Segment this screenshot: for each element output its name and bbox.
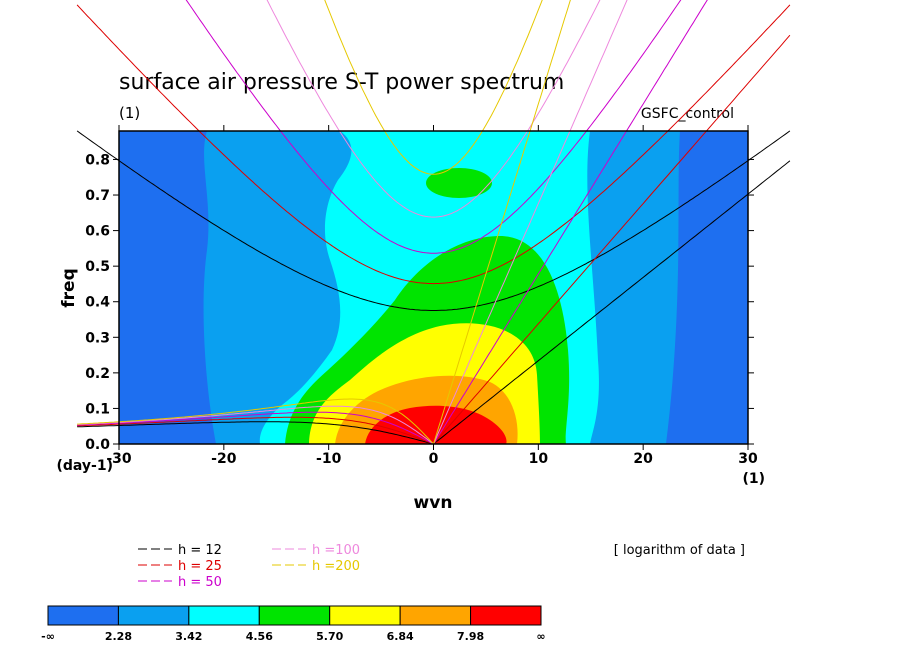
chart-title: surface air pressure S-T power spectrum [119,70,564,95]
contour-field [119,131,748,444]
dispersion-curve-h50 [185,0,682,254]
y-tick-label: 0.7 [85,188,110,204]
x-tick-label: -30 [106,451,132,467]
dispersion-curve-h100 [433,0,628,444]
x-tick-label: -10 [316,451,342,467]
dispersion-curve-h100 [77,405,434,444]
dispersion-curves [76,0,791,444]
legend-label: h =100 [312,543,360,558]
log-note: [ logarithm of data ] [614,543,745,558]
colorbar-label: -∞ [41,630,55,643]
legend-label: h = 12 [178,543,222,558]
colorbar-swatch [329,605,401,626]
y-tick-label: 0.0 [85,437,110,453]
colorbar-label: 4.56 [246,630,273,643]
dispersion-curve-h200 [324,0,543,175]
dispersion-curve-h50 [433,0,708,444]
x-tick-label: 20 [633,451,653,467]
contour-level-4-island [426,168,492,198]
dispersion-curve-h12 [433,160,791,444]
y-tick-label: 0.8 [85,152,110,168]
legend-label: h = 25 [178,559,222,574]
legend-label: h =200 [312,559,360,574]
dataset-label: GSFC_control [641,106,734,122]
y-axis-title: freq [59,268,79,307]
units-label: (1) [119,104,140,122]
y-axis-units: (day-1) [56,458,113,474]
colorbar-swatch [47,605,119,626]
colorbar-swatch [399,605,472,626]
x-tick-label: -20 [211,451,237,467]
dispersion-curve-h25 [433,34,791,444]
y-tick-label: 0.1 [85,401,110,417]
x-tick-label: 0 [429,451,439,467]
colorbar-swatch [258,605,331,626]
y-tick-label: 0.4 [85,295,110,311]
colorbar-swatch [117,605,190,626]
axes: -30 -20 -10 0 10 20 30 0.0 0.1 0.2 0.3 0.4 0.5 0.6 0.7… [85,125,758,467]
y-tick-label: 0.5 [85,259,110,275]
colorbar: -∞ 2.28 3.42 4.56 5.70 6.84 7.98 ∞ [41,605,546,643]
dispersion-curve-h200 [77,398,434,444]
colorbar-swatch [470,605,542,626]
x-tick-label: 10 [529,451,549,467]
colorbar-swatch [188,605,260,626]
x-axis-units: (1) [742,471,765,487]
contour-level-7 [365,405,507,444]
dispersion-curve-h200 [433,0,571,444]
colorbar-label: 6.84 [387,630,414,643]
dispersion-curve-h12 [76,130,791,311]
dispersion-curve-h25 [76,4,791,285]
colorbar-label: 3.42 [175,630,202,643]
y-tick-label: 0.2 [85,366,110,382]
x-tick-label: 30 [738,451,758,467]
x-axis-title: wvn [414,493,453,513]
colorbar-label: 5.70 [316,630,343,643]
colorbar-label: 2.28 [105,630,132,643]
y-tick-label: 0.3 [85,330,110,346]
y-tick-label: 0.6 [85,224,110,240]
dispersion-curve-h50 [77,411,434,444]
dispersion-curve-h100 [266,0,601,218]
colorbar-label: 7.98 [457,630,484,643]
colorbar-label: ∞ [536,630,545,643]
dispersion-curve-h12 [77,421,434,444]
dispersion-curve-h25 [77,416,434,444]
legend-label: h = 50 [178,575,222,590]
